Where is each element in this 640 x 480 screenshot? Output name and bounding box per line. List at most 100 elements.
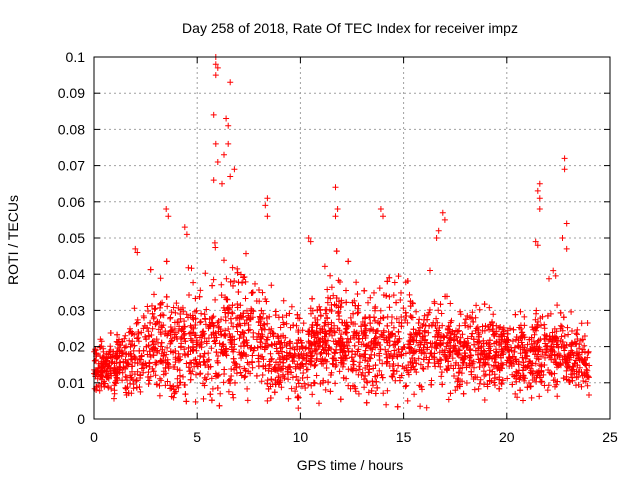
data-point xyxy=(408,332,415,338)
data-point xyxy=(332,357,339,364)
data-point xyxy=(227,376,234,383)
data-point xyxy=(474,324,481,331)
data-point xyxy=(322,346,329,353)
data-point xyxy=(114,348,121,355)
data-point xyxy=(137,372,144,379)
data-point xyxy=(236,363,243,370)
data-point xyxy=(286,340,293,347)
data-point xyxy=(581,333,588,339)
data-point xyxy=(164,344,171,351)
data-point xyxy=(210,276,217,283)
data-point xyxy=(278,384,285,391)
data-point xyxy=(295,315,301,322)
data-point xyxy=(375,319,382,326)
data-point xyxy=(416,316,423,323)
data-point xyxy=(227,315,234,322)
data-point xyxy=(157,301,164,308)
data-point xyxy=(491,356,498,362)
data-point xyxy=(128,328,134,335)
data-point xyxy=(411,357,418,363)
data-point xyxy=(170,304,177,311)
data-point xyxy=(312,361,319,368)
data-point xyxy=(547,354,554,361)
data-point xyxy=(232,379,238,386)
data-point xyxy=(425,329,432,336)
data-point xyxy=(561,347,568,354)
data-point xyxy=(546,352,552,359)
data-point xyxy=(266,363,272,369)
data-point xyxy=(342,329,349,335)
data-point xyxy=(372,390,379,397)
data-point xyxy=(278,366,284,373)
data-point xyxy=(337,359,344,366)
data-point xyxy=(132,245,139,252)
data-point xyxy=(264,380,271,387)
data-point xyxy=(398,323,405,330)
data-point xyxy=(533,327,539,334)
data-point xyxy=(490,311,497,318)
data-point xyxy=(275,333,282,340)
data-point xyxy=(249,289,256,296)
data-point xyxy=(315,335,322,341)
data-point xyxy=(316,342,323,349)
data-point xyxy=(558,343,565,350)
data-point xyxy=(165,213,172,220)
data-point xyxy=(397,377,403,384)
y-axis-title: ROTI / TECUs xyxy=(5,195,21,285)
data-point xyxy=(299,361,306,368)
data-point xyxy=(150,368,157,375)
data-point xyxy=(583,360,590,367)
data-point xyxy=(579,349,585,356)
data-point xyxy=(531,331,538,338)
data-point xyxy=(367,320,374,327)
data-point xyxy=(243,317,250,323)
data-point xyxy=(415,355,422,362)
data-point xyxy=(421,312,428,319)
data-point xyxy=(343,322,349,329)
data-point xyxy=(300,320,307,327)
data-point xyxy=(220,379,227,386)
data-point xyxy=(447,300,454,307)
data-point xyxy=(259,372,266,378)
data-point xyxy=(236,335,243,342)
y-tick-label: 0.02 xyxy=(58,339,85,355)
data-point xyxy=(178,306,184,313)
data-point xyxy=(142,333,149,340)
data-point xyxy=(395,362,402,369)
data-point xyxy=(164,378,171,385)
data-point xyxy=(216,402,223,409)
data-point xyxy=(457,308,464,315)
data-point xyxy=(573,382,579,389)
data-point xyxy=(127,380,134,387)
data-point xyxy=(398,289,404,296)
data-point xyxy=(305,235,312,241)
data-point xyxy=(398,372,405,379)
data-point xyxy=(157,343,164,350)
data-point xyxy=(461,356,468,362)
data-point xyxy=(395,328,402,335)
data-point xyxy=(280,332,287,339)
data-point xyxy=(443,355,450,362)
data-point xyxy=(559,327,566,334)
data-point xyxy=(178,326,185,333)
data-points xyxy=(91,54,593,412)
data-point xyxy=(461,350,468,356)
data-point xyxy=(371,314,377,321)
data-point xyxy=(584,373,591,380)
data-point xyxy=(365,369,372,376)
data-point xyxy=(255,330,262,337)
data-point xyxy=(214,319,221,326)
data-point xyxy=(205,356,212,363)
data-point xyxy=(368,387,375,394)
data-point xyxy=(213,349,220,356)
data-point xyxy=(325,379,332,386)
data-point xyxy=(399,363,406,370)
data-point xyxy=(454,328,461,335)
data-point xyxy=(140,313,147,319)
data-point xyxy=(402,383,409,390)
data-point xyxy=(293,384,300,390)
data-point xyxy=(185,314,191,321)
data-point xyxy=(309,391,316,398)
data-point xyxy=(324,299,331,306)
data-point xyxy=(258,326,265,333)
